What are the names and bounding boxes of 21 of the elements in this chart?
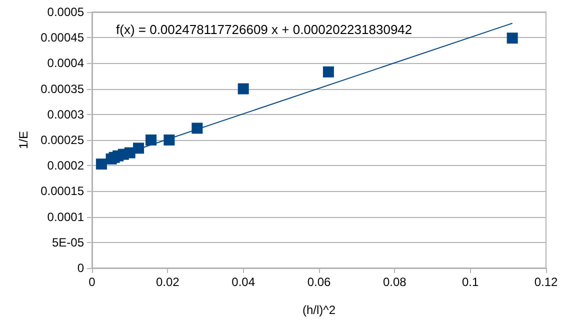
- x-tick-label: 0.12: [534, 275, 558, 289]
- y-tick-label: 0.0001: [47, 210, 84, 224]
- y-tick-label: 0.00035: [40, 82, 84, 96]
- x-tick-label: 0.08: [382, 275, 407, 289]
- y-tick-label: 0.0003: [47, 107, 84, 122]
- y-tick-label: 0.00025: [40, 133, 84, 147]
- x-tick-label: 0: [88, 275, 96, 289]
- y-axis-title: 1/E: [16, 130, 31, 150]
- x-tick-label: 0.02: [156, 275, 180, 289]
- x-tick-label: 0.04: [232, 275, 256, 289]
- y-tick-label: 0.0005: [47, 5, 84, 19]
- x-tick-label: 0.06: [307, 275, 331, 289]
- y-tick-label: 0.00045: [40, 30, 84, 45]
- annotation: f(x) = 0.002478117726609 x + 0.000202231830942: [116, 22, 412, 37]
- y-tick-label: 0.00015: [40, 184, 84, 198]
- y-tick-label: 0: [77, 261, 84, 275]
- y-tick-label: 0.0002: [47, 158, 84, 173]
- y-tick-label: 0.0004: [47, 56, 84, 70]
- x-axis-title: (h/l)^2: [302, 303, 336, 317]
- x-tick-label: 0.1: [462, 275, 479, 289]
- y-tick-label: 5E-05: [52, 235, 84, 250]
